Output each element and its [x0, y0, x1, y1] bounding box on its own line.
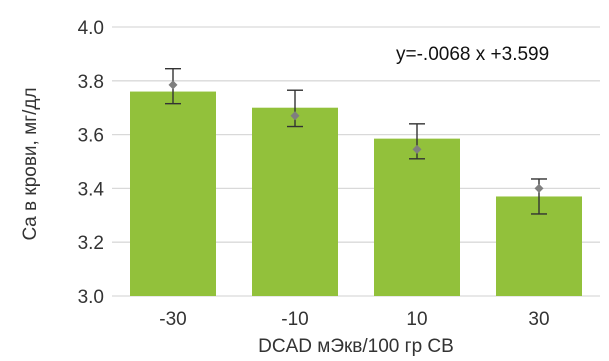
x-tick-labels: -30 -10 10 30 — [159, 309, 549, 330]
marker--30 — [168, 80, 178, 90]
marker-30 — [534, 183, 544, 193]
bar--10 — [252, 107, 338, 296]
x-axis-title: DCAD мЭкв/100 гр СВ — [258, 336, 454, 357]
y-tick-label-2: 3.4 — [78, 179, 105, 200]
y-tick-label-3: 3.6 — [78, 126, 104, 147]
x-tick-label--10: -10 — [281, 309, 308, 330]
y-tick-label-0: 3.0 — [78, 287, 104, 308]
y-tick-label-5: 4.0 — [78, 18, 104, 39]
x-tick-label--30: -30 — [159, 309, 186, 330]
y-tick-label-4: 3.8 — [78, 72, 104, 93]
y-tick-label-1: 3.2 — [78, 233, 104, 254]
marker--10 — [290, 111, 300, 121]
bars — [130, 91, 582, 296]
regression-equation: y=-.0068 x +3.599 — [396, 44, 549, 65]
bar-10 — [374, 138, 460, 296]
bar--30 — [130, 91, 216, 296]
error-bars — [165, 67, 547, 215]
y-axis-title: Ca в крови, мг/дл — [20, 87, 41, 240]
x-tick-label-10: 10 — [406, 309, 427, 330]
marker-10 — [412, 144, 422, 154]
y-tick-labels: 3.0 3.2 3.4 3.6 3.8 4.0 — [78, 18, 105, 308]
x-tick-label-30: 30 — [528, 309, 549, 330]
